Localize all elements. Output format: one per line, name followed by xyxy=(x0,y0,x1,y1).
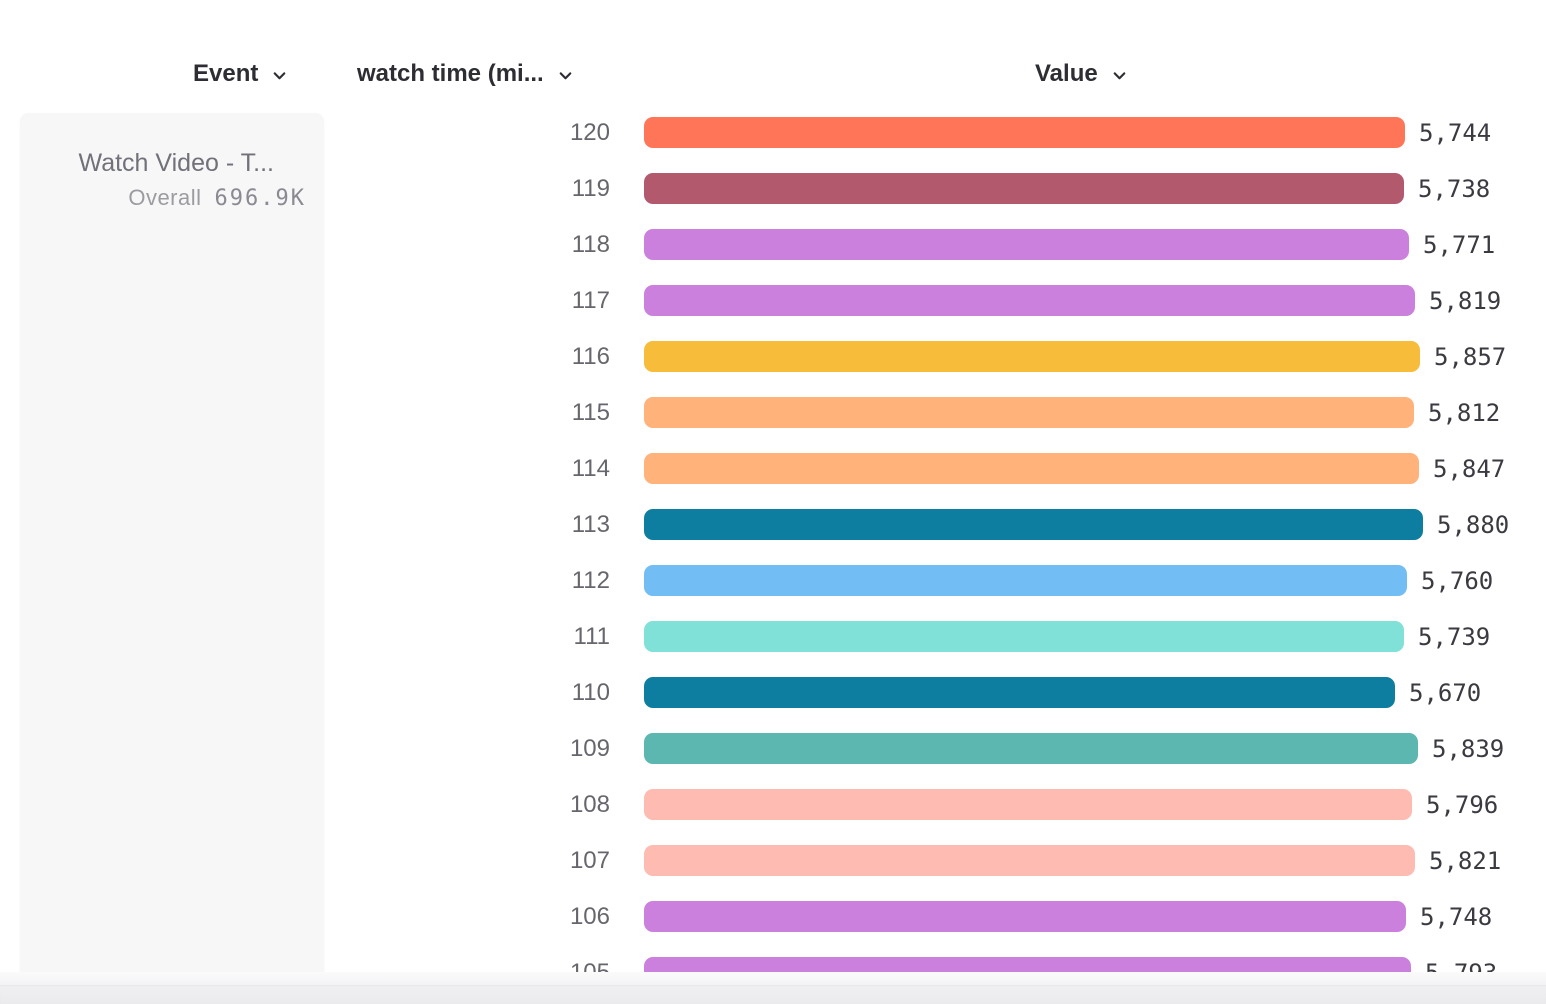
value-column-header[interactable]: Value xyxy=(1035,58,1128,90)
event-segment-card[interactable]: Watch Video - T... Overall 696.9K xyxy=(20,113,324,972)
row-category-label: 109 xyxy=(569,735,610,762)
bar-row: 116 5,857 xyxy=(0,341,1546,372)
bar-row: 112 5,760 xyxy=(0,565,1546,596)
overall-label: Overall xyxy=(128,185,202,210)
bar-value-label: 5,857 xyxy=(1434,343,1507,371)
row-category-label: 120 xyxy=(569,119,610,146)
row-category-label: 117 xyxy=(571,287,610,314)
bar[interactable] xyxy=(644,341,1420,372)
bar-value-label: 5,880 xyxy=(1437,511,1510,539)
bar-row: 110 5,670 xyxy=(0,677,1546,708)
event-name: Watch Video - T... xyxy=(78,149,274,177)
bar[interactable] xyxy=(644,229,1409,260)
bar[interactable] xyxy=(644,453,1419,484)
value-column-label: Value xyxy=(1035,60,1098,87)
bar[interactable] xyxy=(644,621,1404,652)
bar-value-label: 5,748 xyxy=(1420,903,1493,931)
bar-value-label: 5,812 xyxy=(1428,399,1501,427)
event-column-header[interactable]: Event xyxy=(193,58,288,90)
bar-row: 108 5,796 xyxy=(0,789,1546,820)
chevron-down-icon xyxy=(271,67,288,84)
row-category-label: 111 xyxy=(573,623,610,650)
row-category-label: 118 xyxy=(571,231,610,258)
bar-value-label: 5,738 xyxy=(1418,175,1491,203)
bar-value-label: 5,739 xyxy=(1418,623,1491,651)
bar-value-label: 5,771 xyxy=(1423,231,1496,259)
bar-row: 111 5,739 xyxy=(0,621,1546,652)
bar-row: 119 5,738 xyxy=(0,173,1546,204)
bar-value-label: 5,847 xyxy=(1433,455,1506,483)
row-category-label: 113 xyxy=(571,511,610,538)
row-category-label: 112 xyxy=(571,567,610,594)
bar-row: 109 5,839 xyxy=(0,733,1546,764)
bar-value-label: 5,839 xyxy=(1432,735,1505,763)
row-category-label: 114 xyxy=(571,455,610,482)
bar[interactable] xyxy=(644,565,1407,596)
bar-value-label: 5,670 xyxy=(1409,679,1482,707)
bar[interactable] xyxy=(644,173,1404,204)
row-category-label: 116 xyxy=(571,343,610,370)
bar[interactable] xyxy=(644,397,1414,428)
row-category-label: 110 xyxy=(571,679,610,706)
event-overall-line: Overall 696.9K xyxy=(20,185,324,211)
row-category-label: 115 xyxy=(571,399,610,426)
bar-row: 113 5,880 xyxy=(0,509,1546,540)
event-column-label: Event xyxy=(193,60,259,87)
bar-value-label: 5,796 xyxy=(1426,791,1499,819)
row-category-label: 108 xyxy=(569,791,610,818)
bar-row: 115 5,812 xyxy=(0,397,1546,428)
bar[interactable] xyxy=(644,845,1415,876)
chevron-down-icon xyxy=(1111,67,1128,84)
bar-row: 120 5,744 xyxy=(0,117,1546,148)
bar[interactable] xyxy=(644,117,1405,148)
bar[interactable] xyxy=(644,733,1418,764)
overall-value: 696.9K xyxy=(214,186,306,211)
panel-bottom-edge xyxy=(0,985,1546,1004)
row-category-label: 107 xyxy=(569,847,610,874)
bar[interactable] xyxy=(644,901,1406,932)
row-category-label: 106 xyxy=(569,903,610,930)
bar-value-label: 5,821 xyxy=(1429,847,1502,875)
bar-row: 107 5,821 xyxy=(0,845,1546,876)
panel-bottom-fade xyxy=(0,972,1546,985)
bar[interactable] xyxy=(644,285,1415,316)
bar[interactable] xyxy=(644,789,1412,820)
bar-value-label: 5,744 xyxy=(1419,119,1492,147)
row-category-label: 119 xyxy=(571,175,610,202)
bar-value-label: 5,819 xyxy=(1429,287,1502,315)
watch-time-column-label: watch time (mi... xyxy=(357,60,544,87)
bar[interactable] xyxy=(644,509,1423,540)
bar-row: 106 5,748 xyxy=(0,901,1546,932)
bar-row: 117 5,819 xyxy=(0,285,1546,316)
bar[interactable] xyxy=(644,677,1395,708)
bar-row: 114 5,847 xyxy=(0,453,1546,484)
bar-value-label: 5,760 xyxy=(1421,567,1494,595)
chevron-down-icon xyxy=(557,67,574,84)
watch-time-column-header[interactable]: watch time (mi... xyxy=(357,58,574,90)
bar-row: 118 5,771 xyxy=(0,229,1546,260)
